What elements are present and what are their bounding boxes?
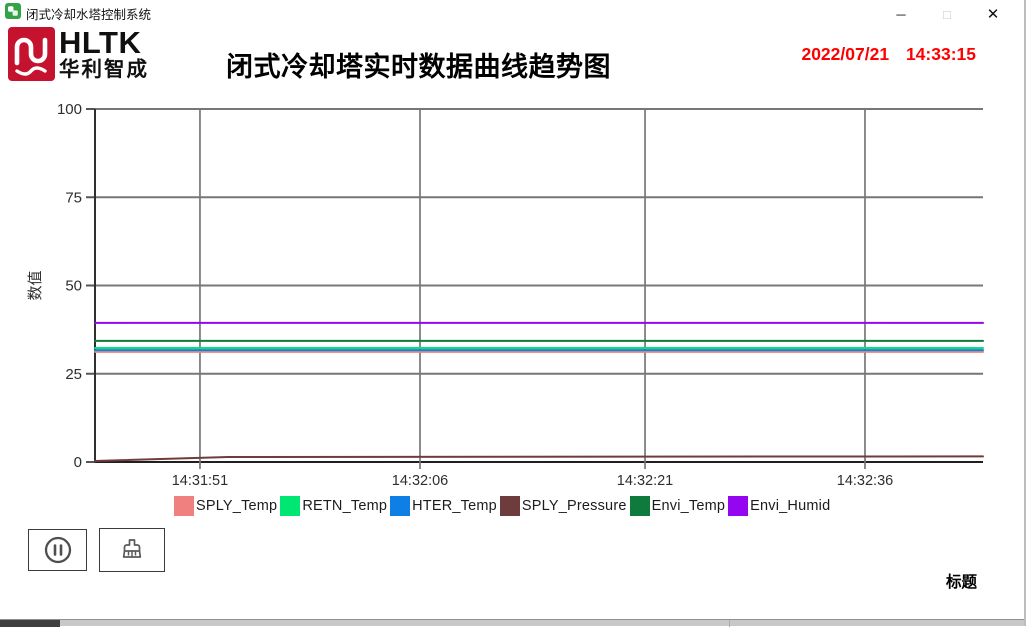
legend-swatch [728,496,749,516]
legend-label: HTER_Temp [412,498,497,514]
logo-text: HLTK 华利智成 [59,27,149,81]
legend-swatch [629,496,650,516]
window-controls: ─ □ ✕ [878,0,1016,28]
legend-label: SPLY_Temp [196,498,278,514]
brush-icon [122,539,142,558]
legend-item-SPLY_Temp: SPLY_Temp [174,496,277,516]
legend-label: Envi_Temp [651,498,726,514]
x-tick-label: 14:32:06 [392,473,448,489]
y-tick-label: 25 [65,366,82,383]
close-button[interactable]: ✕ [970,1,1016,27]
pause-button[interactable] [28,529,87,571]
hltk-logo-icon [8,27,55,81]
window-right-border [1024,0,1026,626]
clear-button[interactable] [99,528,165,572]
minimize-button[interactable]: ─ [878,1,924,27]
legend-swatch [174,496,194,516]
footer-caption: 标题 [946,574,978,591]
pause-icon [44,536,71,564]
date-text: 2022/07/21 [801,44,890,64]
series-line-SPLY_Pressure [94,455,984,462]
legend-label: Envi_Humid [750,498,831,514]
legend-swatch [280,496,301,516]
legend-item-HTER_Temp: HTER_Temp [390,496,497,516]
y-axis-label: 数值 [27,270,44,300]
chart-legend: SPLY_Temp RETN_Temp HTER_Temp SPLY_Pressure… [174,496,833,516]
window-title: 闭式冷却水塔控制系统 [26,8,152,22]
legend-item-Envi_Humid: Envi_Humid [728,496,830,516]
y-tick-label: 0 [74,454,82,471]
scrollbar-separator [729,620,730,627]
titlebar: 闭式冷却水塔控制系统 ─ □ ✕ [0,0,1026,23]
hltk-logo: HLTK 华利智成 [8,27,149,81]
horizontal-scrollbar[interactable] [0,619,1026,627]
legend-swatch [390,496,411,516]
time-text: 14:33:15 [905,44,976,64]
maximize-button[interactable]: □ [924,1,970,27]
trend-chart: 0 25 50 75 100 14:31:51 14:32:06 14:32:21 14:32:… [27,101,984,489]
logo-sub-text: 华利智成 [59,58,149,81]
page-title: 闭式冷却塔实时数据曲线趋势图 [226,52,611,82]
x-tick-label: 14:31:51 [172,473,228,489]
legend-item-RETN_Temp: RETN_Temp [280,496,387,516]
x-tick-label: 14:32:36 [837,473,893,489]
x-tick-label: 14:32:21 [617,473,673,489]
scrollbar-thumb[interactable] [0,620,60,627]
app-icon [5,3,21,19]
legend-swatch [499,496,520,516]
logo-main-text: HLTK [59,25,142,60]
legend-label: SPLY_Pressure [521,498,627,514]
datetime-display: 2022/07/21 14:33:15 [801,44,976,65]
legend-item-Envi_Temp: Envi_Temp [629,496,726,516]
legend-item-SPLY_Pressure: SPLY_Pressure [499,496,627,516]
legend-label: RETN_Temp [302,498,388,514]
y-tick-label: 50 [65,278,82,295]
y-tick-label: 75 [65,189,82,206]
y-tick-label: 100 [57,101,82,118]
